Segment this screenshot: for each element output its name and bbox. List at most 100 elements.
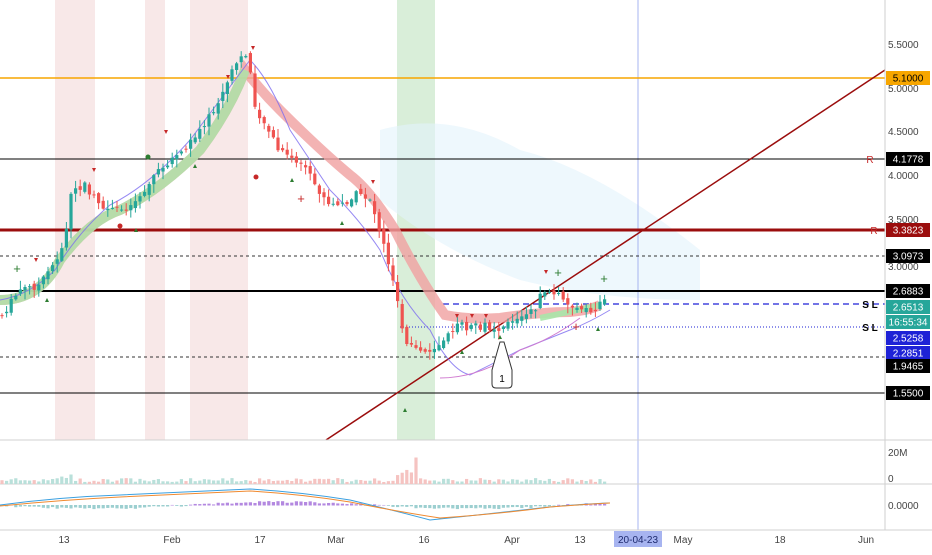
- macd-bar: [419, 505, 423, 508]
- candle: [281, 144, 285, 153]
- volume-bar: [69, 474, 73, 484]
- candle: [202, 120, 206, 135]
- candle: [313, 168, 317, 186]
- macd-bar: [593, 503, 597, 506]
- macd-bar: [377, 504, 381, 506]
- candle: [28, 284, 32, 295]
- candle: [382, 220, 386, 253]
- time-axis[interactable]: 13 Feb 17 Mar 16 Apr 13 May 18 Jun 20-04…: [58, 531, 874, 547]
- volume-bar: [46, 480, 50, 484]
- price-tag: 1.9465: [886, 359, 930, 373]
- candle: [184, 145, 188, 153]
- candle: [175, 149, 179, 168]
- macd-bar: [299, 501, 303, 506]
- price-tag-bg: [886, 249, 930, 263]
- candle: [51, 262, 55, 274]
- trend-line[interactable]: [325, 69, 886, 441]
- candle: [294, 151, 298, 168]
- volume-bar: [161, 481, 165, 484]
- time-tick: 13: [574, 535, 586, 546]
- candle: [124, 203, 128, 216]
- volume-bar: [285, 479, 289, 484]
- volume-bar: [322, 479, 326, 484]
- macd-bar: [235, 502, 239, 506]
- svg-text:+: +: [600, 271, 608, 286]
- callout-1[interactable]: 1: [491, 341, 513, 389]
- volume-bar: [529, 480, 533, 484]
- candle: [317, 183, 321, 203]
- price-tag: 2.5258: [886, 331, 930, 345]
- volume-bar: [419, 478, 423, 484]
- volume-bar: [428, 480, 432, 484]
- volume-bar: [511, 479, 515, 484]
- macd-bar: [193, 503, 197, 506]
- candle: [225, 80, 229, 103]
- volume-bar: [423, 479, 427, 484]
- price-tag-bg: [886, 346, 930, 360]
- macd-bar: [110, 505, 114, 508]
- macd-bar: [580, 505, 584, 506]
- volume-bar: [202, 479, 206, 484]
- price-tag-label: 1.9465: [893, 362, 924, 373]
- macd-bar: [262, 501, 266, 506]
- macd-bar: [488, 505, 492, 509]
- volume-bar: [603, 481, 607, 484]
- macd-bar: [83, 505, 87, 509]
- volume-bar: [492, 481, 496, 484]
- candle: [230, 65, 234, 85]
- macd-bar: [469, 505, 473, 509]
- volume-pane[interactable]: [0, 457, 607, 484]
- volume-bar: [566, 478, 570, 484]
- candle: [258, 102, 262, 124]
- volume-bar: [557, 481, 561, 484]
- candle: [37, 277, 41, 297]
- svg-text:+: +: [554, 265, 562, 280]
- volume-bar: [359, 480, 363, 484]
- macd-bar: [184, 505, 188, 507]
- macd-bar: [515, 505, 519, 508]
- candle: [561, 287, 565, 302]
- macd-bar: [432, 505, 436, 509]
- volume-bar: [304, 481, 308, 484]
- macd-bar: [253, 502, 257, 506]
- crosshair-date-tag: [614, 531, 662, 547]
- macd-bar: [133, 505, 137, 509]
- candle: [419, 341, 423, 353]
- volume-bar: [327, 478, 331, 484]
- price-tag: 5.1000: [886, 71, 930, 85]
- candle: [409, 336, 413, 348]
- bearish-zone: [190, 0, 248, 440]
- candle: [469, 322, 473, 332]
- price-tag-label: 4.1778: [893, 155, 924, 166]
- candlestick-series[interactable]: [0, 51, 607, 360]
- macd-bar: [451, 505, 455, 509]
- candle: [235, 61, 239, 75]
- candle: [239, 51, 243, 68]
- macd-bar: [87, 505, 91, 509]
- price-tag-bg: [886, 152, 930, 166]
- macd-bar: [225, 502, 229, 506]
- volume-bar: [552, 481, 556, 484]
- macd-bar: [258, 501, 262, 506]
- candle: [129, 198, 133, 218]
- volume-bar: [110, 481, 114, 484]
- volume-bar: [465, 478, 469, 484]
- macd-bar: [520, 505, 524, 509]
- volume-bar: [373, 478, 377, 484]
- macd-bar: [147, 505, 151, 507]
- price-tick: 3.5000: [888, 215, 919, 226]
- candle: [55, 251, 59, 273]
- candle: [46, 266, 50, 285]
- price-axis[interactable]: 5.5000 5.0000 4.5000 4.0000 3.5000 3.000…: [888, 40, 919, 273]
- volume-bar: [317, 478, 321, 484]
- macd-bar: [143, 505, 147, 508]
- macd-pane[interactable]: 0.0000: [0, 488, 919, 521]
- callout-label: 1: [499, 374, 505, 385]
- candle: [488, 319, 492, 333]
- macd-bar: [524, 505, 528, 507]
- volume-bar: [253, 481, 257, 484]
- candle: [359, 184, 363, 196]
- macd-bar: [382, 504, 386, 506]
